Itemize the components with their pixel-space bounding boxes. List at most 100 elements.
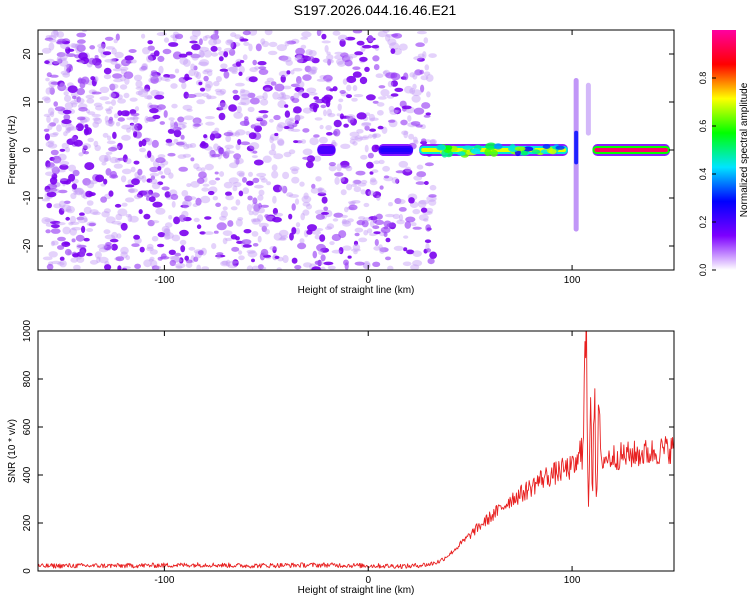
spectrogram-noise-blob (302, 107, 312, 114)
spectrogram-noise-blob (94, 144, 101, 152)
spectrogram-noise-blob (325, 125, 332, 131)
spectrogram-noise-blob (117, 110, 123, 116)
spectrogram-noise-blob (389, 109, 399, 115)
spectrogram-noise-blob (376, 195, 381, 201)
spectrogram-noise-blob (352, 30, 363, 34)
spectrogram-noise-blob (151, 139, 159, 148)
spectrogram-noise-blob (356, 40, 365, 46)
spectrogram-noise-blob (373, 133, 378, 138)
spectrogram-noise-blob (390, 80, 398, 87)
spectrogram-noise-blob (219, 88, 227, 95)
spectrogram-noise-blob (289, 232, 294, 241)
spectrogram-noise-blob (124, 55, 134, 61)
spectrogram-noise-blob (313, 104, 318, 113)
spectrogram-noise-blob (144, 84, 151, 92)
spectrogram-noise-blob (424, 64, 430, 71)
spectrogram-noise-blob (181, 82, 187, 90)
spectrogram-noise-blob (151, 182, 161, 190)
spectrogram-noise-blob (102, 51, 112, 56)
spectrogram-noise-blob (163, 110, 168, 118)
spectrogram-noise-blob (60, 178, 69, 185)
spectrogram-noise-blob (316, 30, 322, 37)
spectrogram-noise-blob (58, 200, 66, 208)
spectrogram-noise-blob (250, 124, 257, 129)
spectrogram-y-ticks: -20 -10 0 10 20 (22, 48, 674, 253)
spectrogram-noise-blob (262, 114, 268, 119)
spectrogram-noise-blob (352, 71, 362, 78)
spectrogram-noise-blob (98, 154, 109, 163)
spectrogram-noise-blob (284, 110, 291, 118)
spectrogram-noise-blob (309, 66, 318, 72)
spectrogram-noise-blob (409, 87, 416, 95)
spectrogram-noise-blob (98, 256, 109, 264)
spectrogram-noise-blob (120, 66, 129, 71)
spectrogram-noise-blob (408, 133, 415, 140)
spectrogram-noise-blob (47, 123, 53, 131)
spectrogram-noise-blob (343, 123, 349, 128)
spectrogram-noise-blob (46, 191, 57, 198)
spectrogram-noise-blob (184, 255, 189, 261)
spectrogram-noise-blob (160, 175, 166, 179)
spectrogram-noise-blob (164, 78, 171, 82)
spectrogram-noise-blob (207, 70, 213, 77)
spectrogram-noise-blob (385, 237, 391, 243)
spectrogram-noise-blob (237, 139, 242, 145)
spectrogram-noise-blob (400, 119, 408, 126)
spectrogram-noise-blob (135, 80, 143, 88)
spectrogram-x-label: Height of straight line (km) (298, 285, 415, 296)
spectrogram-noise-blob (392, 47, 402, 56)
spectrogram-noise-blob (105, 46, 116, 50)
spectrogram-noise-blob (70, 192, 77, 200)
spectrogram-noise-blob (157, 154, 166, 159)
spectrogram-noise-blob (353, 186, 362, 193)
spectrogram-noise-blob (151, 220, 160, 224)
spectrogram-noise-blob (223, 151, 230, 159)
spectrogram-noise-blob (186, 183, 192, 188)
spectrogram-noise-blob (179, 229, 189, 237)
spectrogram-noise-blob (126, 127, 131, 133)
spectrogram-noise-blob (100, 196, 107, 203)
spectrogram-noise-blob (317, 187, 323, 192)
spectrogram-noise-blob (174, 33, 184, 40)
spectrogram-noise-blob (105, 151, 113, 155)
spectrogram-noise-blob (240, 141, 251, 146)
spectrogram-noise-blob (250, 218, 257, 223)
spectrogram-noise-blob (350, 136, 360, 141)
spectrogram-noise-blob (358, 216, 366, 220)
spectrogram-noise-blob (46, 115, 51, 123)
spectrogram-noise-blob (44, 185, 51, 193)
spectrogram-noise-blob (366, 228, 373, 234)
spectrogram-noise-blob (227, 220, 234, 227)
spectrogram-x-tick-label: 100 (564, 275, 581, 286)
spectrogram-noise-blob (334, 176, 340, 185)
spectrogram-noise-blob (150, 76, 159, 84)
spectrogram-noise-blob (315, 228, 324, 232)
spectrogram-noise-blob (215, 177, 221, 181)
spectrogram-noise-blob (378, 244, 383, 250)
spectrogram-noise-blob (336, 58, 344, 65)
spectrogram-noise-blob (375, 73, 384, 78)
spectrogram-noise-blob (122, 266, 131, 270)
spectrogram-noise-blob (179, 239, 187, 246)
spectrogram-noise-blob (180, 134, 185, 140)
spectrogram-noise-blob (168, 42, 179, 47)
spectrogram-noise-blob (360, 189, 367, 195)
spectrogram-noise-blob (50, 228, 61, 234)
spectrogram-noise-blob (59, 260, 67, 268)
spectrogram-noise-blob (153, 50, 160, 57)
spectrogram-noise-blob (366, 94, 376, 101)
spectrogram-noise-blob (79, 249, 86, 258)
spectrogram-noise-blob (103, 157, 109, 163)
spectrogram-noise-blob (363, 202, 370, 208)
spectrogram-noise-blob (292, 67, 303, 72)
spectrogram-noise-blob (347, 53, 358, 59)
spectrogram-noise-blob (333, 119, 342, 128)
spectrogram-noise-blob (192, 117, 202, 124)
spectrogram-noise-blob (163, 37, 170, 43)
spectrogram-noise-blob (277, 139, 285, 147)
spectrogram-noise-blob (342, 245, 352, 251)
spectrogram-noise-blob (326, 51, 331, 56)
spectrogram-noise-blob (279, 185, 286, 192)
spectrogram-noise-blob (350, 248, 361, 252)
spectrogram-noise-blob (346, 114, 356, 121)
